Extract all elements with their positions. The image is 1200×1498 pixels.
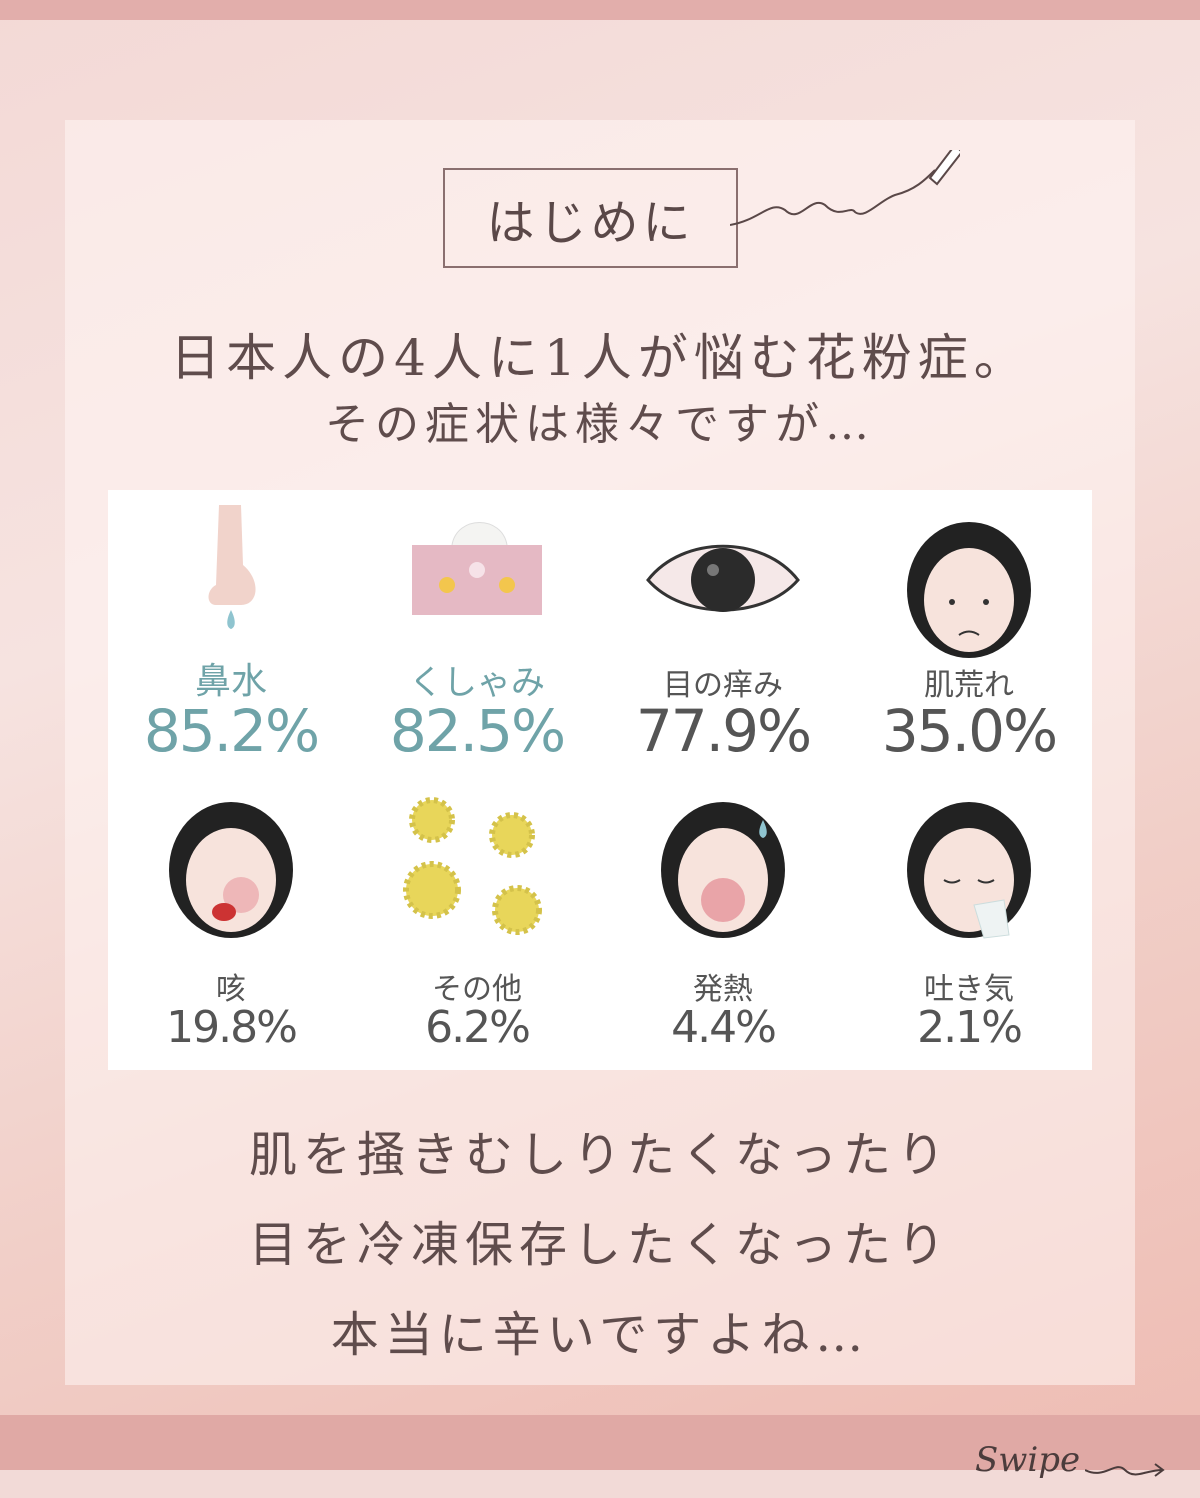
- symptom-label: 咳: [216, 972, 246, 1007]
- symptom-grid: 鼻水 85.2% くしゃみ 82.5% 目の痒み 77.9% 肌荒れ 35.0%…: [108, 490, 1092, 1070]
- coughing-face-icon: [169, 802, 293, 938]
- symptom-label: くしゃみ: [409, 662, 545, 703]
- closing-line-2: 目を冷凍保存したくなったり: [248, 1217, 951, 1273]
- symptom-nausea: 吐き気 2.1%: [846, 780, 1092, 1070]
- nose-icon: [208, 505, 256, 629]
- symptom-runny-nose: 鼻水 85.2%: [108, 490, 354, 780]
- eye-icon: [646, 544, 800, 612]
- symptom-label: 吐き気: [924, 972, 1014, 1007]
- troubled-face-icon: [907, 522, 1031, 658]
- symptom-percent: 82.5%: [389, 697, 566, 765]
- swipe-hint[interactable]: Swipe: [975, 1440, 1081, 1480]
- symptom-percent: 2.1%: [917, 1002, 1023, 1053]
- symptom-cough: 咳 19.8%: [108, 780, 354, 1070]
- symptom-itchy-eyes: 目の痒み 77.9%: [600, 490, 846, 780]
- symptom-sneeze: くしゃみ 82.5%: [354, 490, 600, 780]
- symptom-label: 目の痒み: [663, 668, 783, 703]
- symptom-label: 肌荒れ: [924, 668, 1014, 703]
- symptom-other: その他 6.2%: [354, 780, 600, 1070]
- symptom-percent: 85.2%: [143, 697, 320, 765]
- symptom-fever: 発熱 4.4%: [600, 780, 846, 1070]
- symptom-percent: 77.9%: [635, 697, 812, 765]
- symptom-label: その他: [432, 972, 522, 1007]
- swipe-arrow-icon: [1085, 1463, 1165, 1477]
- tissue-box-icon: [412, 522, 542, 615]
- closing-line-1: 肌を掻きむしりたくなったり: [248, 1127, 951, 1183]
- symptom-percent: 35.0%: [881, 697, 1058, 765]
- pollen-icon: [403, 797, 542, 935]
- fever-face-icon: [661, 802, 785, 938]
- pencil-icon: [730, 150, 960, 226]
- bottom-strip: [0, 1470, 1200, 1498]
- symptom-percent: 19.8%: [166, 1002, 298, 1053]
- intro-line-1: 日本人の4人に1人が悩む花粉症。: [170, 329, 1030, 387]
- closing-line-3: 本当に辛いですよね…: [330, 1307, 870, 1363]
- symptom-label: 発熱: [693, 972, 753, 1007]
- bottom-band: [0, 1415, 1200, 1470]
- symptom-percent: 4.4%: [671, 1002, 777, 1053]
- symptom-percent: 6.2%: [425, 1002, 531, 1053]
- symptom-label: 鼻水: [194, 661, 267, 703]
- symptom-skin: 肌荒れ 35.0%: [846, 490, 1092, 780]
- intro-line-2: その症状は様々ですが…: [325, 399, 875, 450]
- nausea-face-icon: [907, 802, 1031, 939]
- top-band: [0, 0, 1200, 20]
- section-title: はじめに: [443, 168, 738, 268]
